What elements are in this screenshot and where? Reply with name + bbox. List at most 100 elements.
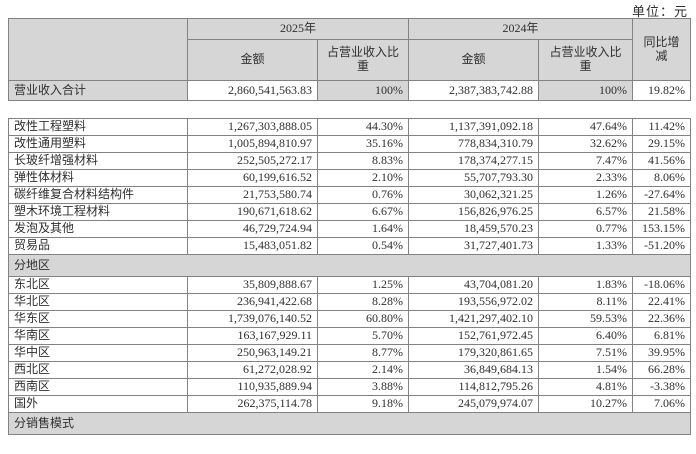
pct-2024: 0.77% — [538, 220, 633, 238]
header-pct-2025: 占营业收入比重 — [316, 39, 410, 81]
amount-2024: 55,707,793.30 — [408, 169, 539, 187]
pct-2024: 6.57% — [538, 203, 633, 221]
amount-2024: 179,320,861.65 — [408, 344, 539, 362]
yoy-change: -27.64% — [632, 186, 691, 204]
table-header-sub: 金额 占营业收入比重 金额 占营业收入比重 — [9, 39, 691, 81]
pct-2025: 3.88% — [317, 378, 409, 396]
row-label: 弹性体材料 — [8, 169, 188, 187]
corner-cell — [8, 18, 188, 81]
yoy-change: 29.15% — [632, 135, 691, 153]
pct-2025: 2.10% — [317, 169, 409, 187]
pct-2025: 60.80% — [317, 310, 409, 328]
yoy-change: 19.82% — [632, 80, 692, 101]
amount-2024: 31,727,401.73 — [408, 237, 539, 255]
pct-2025: 35.16% — [317, 135, 409, 153]
amount-2025: 236,941,422.68 — [187, 293, 318, 311]
table-row: 华中区 250,963,149.21 8.77% 179,320,861.65 … — [8, 344, 691, 362]
amount-2025: 190,671,618.62 — [187, 203, 318, 221]
header-2024: 2024年 — [408, 18, 634, 40]
row-label: 华东区 — [8, 310, 188, 328]
pct-2025: 1.64% — [317, 220, 409, 238]
section-label: 分地区 — [8, 254, 691, 277]
pct-2024: 47.64% — [538, 118, 633, 136]
amount-2024: 43,704,081.20 — [408, 276, 539, 294]
table-row: 塑木环境工程材料 190,671,618.62 6.67% 156,826,97… — [8, 203, 691, 221]
amount-2025: 2,860,541,563.83 — [187, 80, 318, 101]
yoy-change: 153.15% — [632, 220, 691, 238]
pct-2024: 2.33% — [538, 169, 633, 187]
pct-2024: 100% — [538, 80, 634, 101]
yoy-change: 41.56% — [632, 152, 691, 170]
amount-2025: 35,809,888.67 — [187, 276, 318, 294]
amount-2025: 1,005,894,810.97 — [187, 135, 318, 153]
pct-2024: 59.53% — [538, 310, 633, 328]
pct-2024: 32.62% — [538, 135, 633, 153]
table-row: 贸易品 15,483,051.82 0.54% 31,727,401.73 1.… — [8, 237, 691, 255]
pct-2025: 44.30% — [317, 118, 409, 136]
amount-2024: 778,834,310.79 — [408, 135, 539, 153]
row-label: 国外 — [8, 395, 188, 413]
section-label: 分销售模式 — [8, 412, 691, 435]
amount-2024: 18,459,570.23 — [408, 220, 539, 238]
table-row: 华北区 236,941,422.68 8.28% 193,556,972.02 … — [8, 293, 691, 311]
pct-2024: 7.51% — [538, 344, 633, 362]
table-row: 华南区 163,167,929.11 5.70% 152,761,972.45 … — [8, 327, 691, 345]
amount-2024: 2,387,383,742.88 — [408, 80, 540, 101]
yoy-change: 11.42% — [632, 118, 691, 136]
header-amount-2025: 金额 — [187, 39, 318, 81]
row-label: 营业收入合计 — [8, 80, 188, 101]
pct-2025: 100% — [316, 80, 410, 101]
amount-2024: 30,062,321.25 — [408, 186, 539, 204]
amount-2024: 156,826,976.25 — [408, 203, 539, 221]
row-label: 华中区 — [8, 344, 188, 362]
pct-2025: 2.14% — [317, 361, 409, 379]
section-row-sales-mode: 分销售模式 — [8, 412, 691, 435]
row-label: 西南区 — [8, 378, 188, 396]
row-label: 东北区 — [8, 276, 188, 294]
pct-2024: 4.81% — [538, 378, 633, 396]
header-amount-2024: 金额 — [408, 39, 540, 81]
yoy-change: 22.36% — [632, 310, 691, 328]
row-label: 长玻纤增强材料 — [8, 152, 188, 170]
amount-2025: 61,272,028.92 — [187, 361, 318, 379]
pct-2025: 9.18% — [317, 395, 409, 413]
row-label: 碳纤维复合材料结构件 — [8, 186, 188, 204]
table-row: 改性通用塑料 1,005,894,810.97 35.16% 778,834,3… — [8, 135, 691, 153]
amount-2025: 1,267,303,888.05 — [187, 118, 318, 136]
yoy-change: -18.06% — [632, 276, 691, 294]
header-2025: 2025年 — [186, 18, 410, 40]
yoy-change: 22.41% — [632, 293, 691, 311]
row-label: 西北区 — [8, 361, 188, 379]
pct-2025: 6.67% — [317, 203, 409, 221]
header-pct-2024: 占营业收入比重 — [538, 39, 634, 81]
amount-2025: 1,739,076,140.52 — [187, 310, 318, 328]
yoy-change: 6.81% — [632, 327, 691, 345]
pct-2024: 1.83% — [538, 276, 633, 294]
row-label: 华北区 — [8, 293, 188, 311]
row-label: 改性工程塑料 — [8, 118, 188, 136]
amount-2024: 152,761,972.45 — [408, 327, 539, 345]
pct-2025: 0.54% — [317, 237, 409, 255]
row-label: 发泡及其他 — [8, 220, 188, 238]
pct-2024: 1.26% — [538, 186, 633, 204]
pct-2024: 8.11% — [538, 293, 633, 311]
yoy-change: 66.28% — [632, 361, 691, 379]
amount-2024: 1,421,297,402.10 — [408, 310, 539, 328]
pct-2024: 1.54% — [538, 361, 633, 379]
amount-2025: 163,167,929.11 — [187, 327, 318, 345]
yoy-change: 39.95% — [632, 344, 691, 362]
table-row: 西北区 61,272,028.92 2.14% 36,849,684.13 1.… — [8, 361, 691, 379]
amount-2025: 250,963,149.21 — [187, 344, 318, 362]
pct-2025: 0.76% — [317, 186, 409, 204]
unit-label: 单位：元 — [631, 4, 688, 19]
amount-2025: 252,505,272.17 — [187, 152, 318, 170]
table-row: 发泡及其他 46,729,724.94 1.64% 18,459,570.23 … — [8, 220, 691, 238]
amount-2025: 15,483,051.82 — [187, 237, 318, 255]
amount-2025: 262,375,114.78 — [187, 395, 318, 413]
yoy-change: -51.20% — [632, 237, 691, 255]
table-row: 国外 262,375,114.78 9.18% 245,079,974.07 1… — [8, 395, 691, 413]
section-row-region: 分地区 — [8, 254, 691, 277]
yoy-change: -3.38% — [632, 378, 691, 396]
row-label: 贸易品 — [8, 237, 188, 255]
amount-2025: 21,753,580.74 — [187, 186, 318, 204]
